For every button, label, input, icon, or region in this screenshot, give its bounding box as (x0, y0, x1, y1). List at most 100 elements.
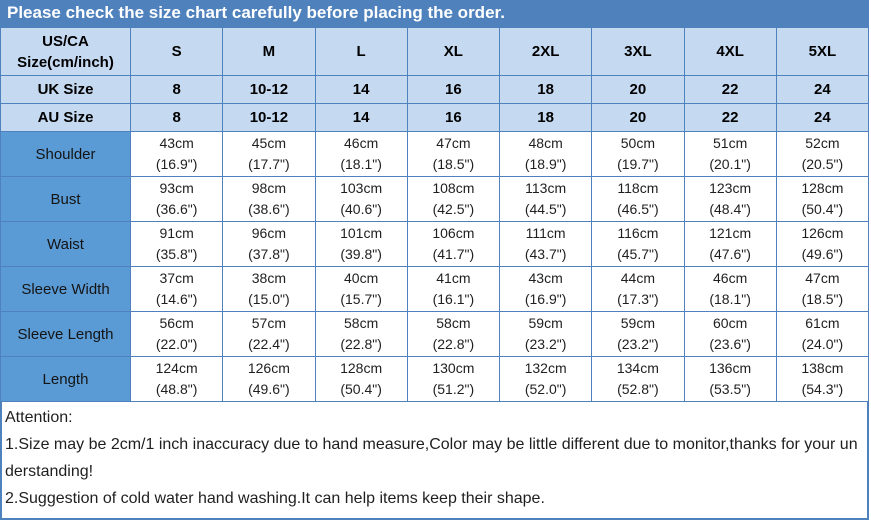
value-cm: 118cm (617, 180, 659, 196)
measurement-cell-shoulder-2xl: 48cm (18.9") (498, 131, 593, 177)
measurement-cell-bust-xl: 108cm (42.5") (406, 176, 501, 222)
value-inch: (18.9") (524, 156, 567, 172)
value-cm: 138cm (801, 360, 844, 376)
value-cm: 111cm (525, 225, 566, 241)
uk-size-row-value-xl: 16 (406, 75, 501, 104)
value-cm: 45cm (251, 135, 286, 151)
measurement-cell-waist-5xl: 126cm (49.6") (775, 221, 870, 267)
value-inch: (14.6") (155, 291, 198, 307)
uk-size-row-value-4xl: 22 (683, 75, 777, 104)
value-cm: 121cm (709, 225, 752, 241)
measurement-cell-length-2xl: 132cm (52.0") (498, 356, 593, 402)
measurement-cell-waist-m: 96cm (37.8") (222, 221, 316, 267)
value-cm: 46cm (713, 270, 748, 286)
value-inch: (48.4") (709, 201, 751, 217)
size-col-header-3xl: 3XL (591, 27, 685, 76)
value-inch: (43.7") (524, 246, 567, 262)
size-col-header-l: L (314, 27, 408, 76)
value-cm: 44cm (620, 270, 655, 286)
value-cm: 134cm (616, 360, 659, 376)
measurement-cell-sleeve-length-xl: 58cm (22.8") (406, 311, 501, 357)
uk-size-row-value-m: 10-12 (222, 75, 316, 104)
value-inch: (15.7") (340, 291, 382, 307)
value-inch: (22.8") (432, 336, 475, 352)
value-inch: (39.8") (340, 246, 382, 262)
value-inch: (23.2") (617, 336, 659, 352)
measurement-label-length: Length (0, 356, 131, 402)
value-cm: 59cm (620, 315, 655, 331)
value-inch: (54.3") (801, 381, 844, 397)
value-inch: (18.5") (801, 291, 844, 307)
value-cm: 128cm (801, 180, 844, 196)
value-cm: 47cm (436, 135, 471, 151)
value-inch: (36.6") (155, 201, 198, 217)
measurement-cell-sleeve-length-4xl: 60cm (23.6") (683, 311, 777, 357)
value-cm: 58cm (344, 315, 379, 331)
value-cm: 124cm (155, 360, 198, 376)
size-col-header-m: M (222, 27, 316, 76)
uk-size-row-value-3xl: 20 (591, 75, 685, 104)
measurement-cell-bust-m: 98cm (38.6") (222, 176, 316, 222)
value-inch: (38.6") (248, 201, 290, 217)
au-size-row-value-2xl: 18 (498, 103, 593, 132)
measurement-cell-sleeve-length-m: 57cm (22.4") (222, 311, 316, 357)
value-inch: (22.0") (155, 336, 198, 352)
value-cm: 51cm (713, 135, 748, 151)
value-cm: 59cm (528, 315, 563, 331)
size-chart-table: US/CA Size(cm/inch) S M L XL 2XL 3XL 4XL 5XL UK… (0, 27, 870, 402)
size-header-row: US/CA Size(cm/inch) S M L XL 2XL 3XL 4XL 5XL (0, 27, 870, 76)
measurement-cell-waist-4xl: 121cm (47.6") (683, 221, 777, 267)
value-inch: (50.4") (340, 381, 382, 397)
measurement-cell-sleeve-width-4xl: 46cm (18.1") (683, 266, 777, 312)
size-col-header-5xl: 5XL (775, 27, 870, 76)
size-system-header: US/CA Size(cm/inch) (0, 27, 131, 76)
measurement-cell-bust-5xl: 128cm (50.4") (775, 176, 870, 222)
value-cm: 103cm (340, 180, 383, 196)
measurement-cell-shoulder-m: 45cm (17.7") (222, 131, 316, 177)
measurement-label-sleeve-width: Sleeve Width (0, 266, 131, 312)
value-cm: 52cm (805, 135, 840, 151)
value-inch: (51.2") (432, 381, 475, 397)
value-inch: (16.1") (432, 291, 475, 307)
measurement-cell-bust-3xl: 118cm (46.5") (591, 176, 685, 222)
value-cm: 130cm (432, 360, 475, 376)
value-cm: 128cm (340, 360, 383, 376)
value-inch: (17.3") (617, 291, 659, 307)
measurement-cell-shoulder-3xl: 50cm (19.7") (591, 131, 685, 177)
au-size-row-value-3xl: 20 (591, 103, 685, 132)
measurement-cell-length-4xl: 136cm (53.5") (683, 356, 777, 402)
value-inch: (18.5") (432, 156, 475, 172)
measurement-row-waist: Waist 91cm (35.8") 96cm (37.8") 101cm (39.8") 1… (0, 221, 870, 267)
measurement-cell-sleeve-width-l: 40cm (15.7") (314, 266, 408, 312)
measurements-body: Shoulder 43cm (16.9") 45cm (17.7") 46cm (18.1"… (0, 131, 870, 402)
measurement-cell-sleeve-width-5xl: 47cm (18.5") (775, 266, 870, 312)
value-inch: (42.5") (432, 201, 475, 217)
value-inch: (19.7") (617, 156, 659, 172)
value-cm: 40cm (344, 270, 379, 286)
measurement-cell-bust-2xl: 113cm (44.5") (498, 176, 593, 222)
measurement-cell-length-s: 124cm (48.8") (129, 356, 224, 402)
value-cm: 38cm (251, 270, 286, 286)
value-inch: (49.6") (248, 381, 290, 397)
measurement-label-sleeve-length: Sleeve Length (0, 311, 131, 357)
value-cm: 43cm (528, 270, 563, 286)
value-cm: 101cm (340, 225, 383, 241)
measurement-cell-length-xl: 130cm (51.2") (406, 356, 501, 402)
value-inch: (18.1") (340, 156, 382, 172)
size-col-header-4xl: 4XL (683, 27, 777, 76)
au-size-row: AU Size 8 10-12 14 16 18 20 22 24 (0, 103, 870, 132)
uk-size-row: UK Size 8 10-12 14 16 18 20 22 24 (0, 75, 870, 104)
value-inch: (35.8") (155, 246, 198, 262)
value-cm: 126cm (801, 225, 844, 241)
value-inch: (22.4") (248, 336, 290, 352)
value-inch: (46.5") (617, 201, 659, 217)
size-chart-head: US/CA Size(cm/inch) S M L XL 2XL 3XL 4XL 5XL UK… (0, 27, 870, 132)
value-inch: (40.6") (340, 201, 382, 217)
value-inch: (48.8") (155, 381, 198, 397)
value-cm: 56cm (159, 315, 194, 331)
value-cm: 132cm (524, 360, 567, 376)
value-inch: (22.8") (340, 336, 382, 352)
value-inch: (52.0") (524, 381, 567, 397)
measurement-row-shoulder: Shoulder 43cm (16.9") 45cm (17.7") 46cm (18.1"… (0, 131, 870, 177)
